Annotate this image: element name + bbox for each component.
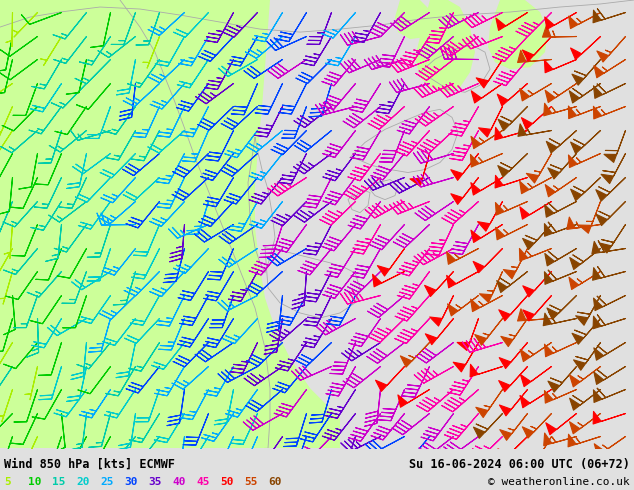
Polygon shape [488, 0, 548, 69]
Text: 55: 55 [244, 477, 257, 487]
Polygon shape [395, 0, 432, 39]
Text: 10: 10 [28, 477, 41, 487]
Text: © weatheronline.co.uk: © weatheronline.co.uk [488, 477, 630, 487]
Text: Su 16-06-2024 06:00 UTC (06+72): Su 16-06-2024 06:00 UTC (06+72) [409, 458, 630, 470]
Text: 35: 35 [148, 477, 162, 487]
Text: 40: 40 [172, 477, 186, 487]
Polygon shape [415, 0, 475, 92]
Text: 45: 45 [196, 477, 209, 487]
Text: 5: 5 [4, 477, 11, 487]
Text: 15: 15 [52, 477, 65, 487]
Text: 60: 60 [268, 477, 281, 487]
Text: 25: 25 [100, 477, 113, 487]
Text: Wind 850 hPa [kts] ECMWF: Wind 850 hPa [kts] ECMWF [4, 458, 175, 470]
Text: 20: 20 [76, 477, 89, 487]
Text: 50: 50 [220, 477, 233, 487]
Text: 30: 30 [124, 477, 138, 487]
Polygon shape [0, 0, 340, 448]
